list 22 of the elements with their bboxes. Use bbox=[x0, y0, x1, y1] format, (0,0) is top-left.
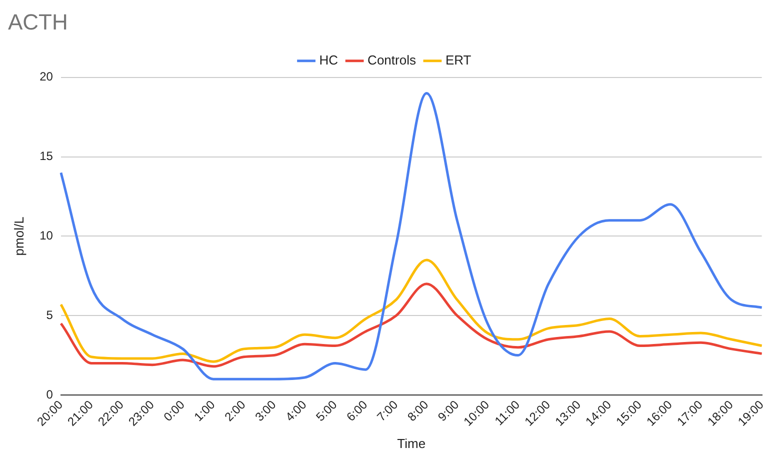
chart-title: ACTH bbox=[8, 9, 68, 34]
x-tick-label: 5:00 bbox=[313, 397, 340, 424]
y-tick-label: 5 bbox=[46, 308, 54, 322]
x-tick-label: 6:00 bbox=[344, 397, 370, 424]
line-series bbox=[60, 282, 764, 368]
x-tick-label: 8:00 bbox=[404, 397, 432, 424]
line-series bbox=[60, 92, 764, 380]
y-tick-label: 20 bbox=[40, 70, 54, 84]
legend-label: ERT bbox=[445, 52, 472, 68]
x-axis-title: Time bbox=[397, 436, 426, 451]
y-axis-title: pmol/L bbox=[11, 216, 26, 256]
y-tick-label: 10 bbox=[40, 228, 54, 243]
legend-label: HC bbox=[319, 52, 338, 68]
x-tick-label: 3:00 bbox=[252, 397, 279, 424]
legend-label: Controls bbox=[368, 52, 416, 68]
x-tick-label: 0:00 bbox=[160, 397, 188, 424]
line-series bbox=[60, 258, 764, 363]
y-tick-label: 0 bbox=[46, 387, 54, 402]
x-tick-label: 9:00 bbox=[435, 397, 462, 424]
x-tick-label: 4:00 bbox=[282, 397, 310, 424]
x-tick-label: 7:00 bbox=[374, 397, 401, 424]
y-tick-label: 15 bbox=[40, 149, 54, 164]
